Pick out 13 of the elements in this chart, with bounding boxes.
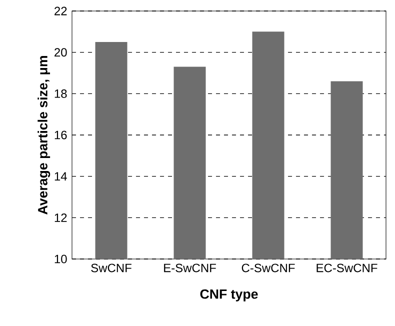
y-tick-label: 16 <box>54 130 67 140</box>
x-tick-label: SwCNF <box>91 264 132 272</box>
x-tick-label: EC-SwCNF <box>316 264 378 272</box>
x-axis-title: CNF type <box>200 289 258 302</box>
y-tick-label: 20 <box>54 48 67 57</box>
y-tick-label: 18 <box>54 89 67 98</box>
y-tick-label: 14 <box>54 172 67 180</box>
y-tick-label: 22 <box>54 6 67 16</box>
x-tick-label: E-SwCNF <box>164 264 216 272</box>
y-tick-label: 10 <box>54 254 67 264</box>
y-tick-label: 12 <box>54 213 67 222</box>
y-axis-title: Average particle size, μm <box>38 56 50 214</box>
x-tick-label: C-SwCNF <box>242 264 295 272</box>
